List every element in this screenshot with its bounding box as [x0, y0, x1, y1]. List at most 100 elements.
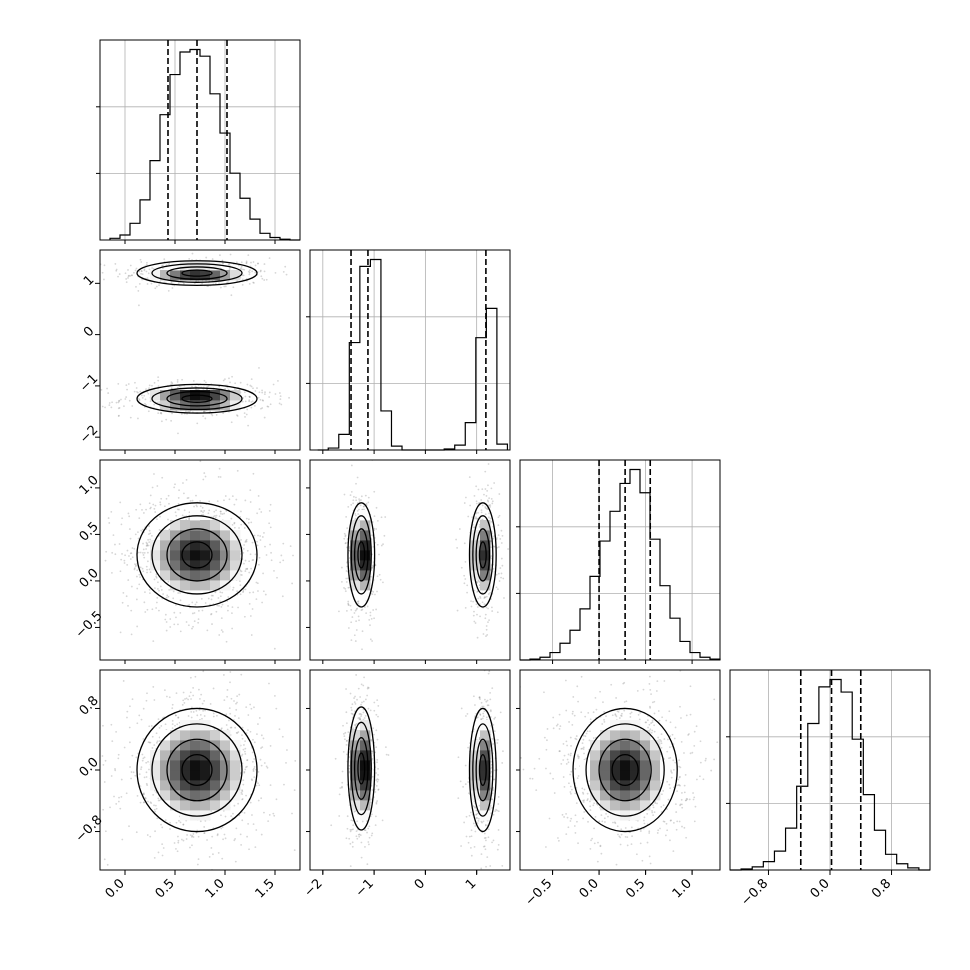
density-cell [150, 550, 161, 561]
sample-point [121, 601, 124, 604]
sample-point [193, 505, 195, 508]
sample-point [146, 544, 149, 547]
sample-point [102, 764, 105, 766]
sample-point [140, 766, 143, 769]
sample-point [137, 551, 140, 554]
sample-point [212, 687, 215, 690]
sample-point [165, 497, 168, 500]
sample-point [253, 741, 256, 744]
sample-point [189, 834, 192, 837]
sample-point [157, 412, 160, 415]
sample-point [483, 845, 486, 848]
sample-point [477, 716, 479, 719]
sample-point [134, 565, 137, 568]
sample-point [502, 750, 504, 753]
sample-point [350, 819, 353, 822]
sample-point [258, 901, 260, 903]
sample-point [501, 564, 504, 567]
hist-panel-2 [516, 459, 721, 661]
sample-point [193, 620, 196, 623]
density-cell [190, 760, 201, 771]
sample-point [239, 584, 242, 587]
sample-point [468, 476, 471, 478]
sample-point [194, 675, 197, 678]
sample-point [340, 580, 343, 583]
sample-point [364, 714, 367, 717]
sample-point [155, 576, 158, 579]
density-cell [170, 390, 181, 401]
sample-point [489, 591, 492, 594]
sample-point [343, 537, 346, 540]
sample-point [137, 531, 139, 534]
sample-point [316, 540, 318, 542]
sample-point [497, 829, 500, 831]
sample-point [129, 552, 132, 555]
sample-point [248, 269, 251, 272]
density-cell [220, 730, 231, 741]
sample-point [115, 803, 118, 805]
sample-point [483, 597, 486, 599]
sample-point [133, 271, 135, 274]
sample-point [136, 625, 139, 628]
sample-point [487, 607, 489, 610]
sample-point [574, 768, 577, 770]
sample-point [234, 904, 236, 906]
density-cell [360, 520, 371, 531]
sample-point [487, 463, 490, 465]
sample-point [142, 707, 145, 710]
sample-point [139, 801, 142, 804]
sample-point [356, 600, 359, 603]
sample-point [474, 830, 477, 833]
sample-point [133, 547, 136, 550]
sample-point [148, 741, 151, 744]
sample-point [235, 261, 238, 264]
sample-point [251, 541, 254, 544]
sample-point [215, 509, 217, 512]
sample-point [246, 567, 249, 570]
sample-point [501, 762, 504, 764]
sample-point [460, 845, 462, 847]
sample-point [373, 709, 376, 712]
sample-point [473, 494, 476, 497]
sample-point [239, 516, 242, 518]
sample-point [160, 725, 163, 727]
sample-point [201, 717, 203, 720]
sample-point [203, 832, 206, 834]
sample-point [377, 767, 379, 770]
density-cell [220, 740, 231, 751]
sample-point [345, 688, 347, 690]
contour-level [472, 723, 494, 817]
sample-point [473, 526, 476, 529]
sample-point [261, 399, 264, 402]
sample-point [135, 508, 138, 511]
sample-point [134, 563, 136, 566]
sample-point [175, 410, 178, 412]
sample-point [370, 801, 372, 804]
sample-point [351, 728, 354, 731]
sample-point [492, 743, 495, 745]
sample-point [125, 792, 128, 795]
sample-point [487, 516, 490, 519]
density-cell [360, 780, 371, 791]
sample-point [344, 542, 347, 544]
panel-frame [99, 249, 301, 451]
sample-point [373, 515, 376, 518]
sample-point [349, 604, 352, 607]
sample-point [115, 401, 118, 404]
sample-point [668, 746, 671, 749]
sample-point [370, 834, 373, 837]
sample-point [487, 500, 490, 503]
sample-point [147, 760, 149, 763]
sample-point [349, 874, 351, 876]
sample-point [497, 572, 500, 575]
sample-point [197, 280, 200, 282]
sample-point [221, 591, 224, 594]
sample-point [368, 836, 371, 839]
sample-point [262, 399, 264, 402]
sample-point [160, 411, 163, 414]
sample-point [345, 753, 348, 756]
sample-point [455, 538, 457, 541]
sample-point [195, 831, 198, 834]
sample-point [71, 805, 73, 807]
sample-point [151, 608, 154, 611]
